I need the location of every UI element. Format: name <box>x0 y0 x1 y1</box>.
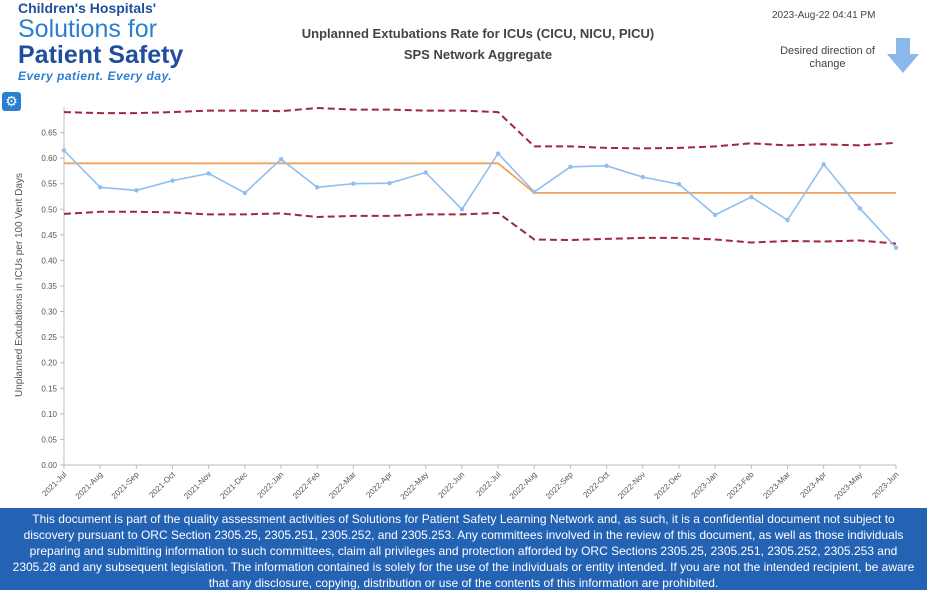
series-center-line <box>64 162 896 194</box>
data-point <box>97 185 103 190</box>
data-point <box>170 178 175 183</box>
data-point <box>821 162 826 167</box>
data-point <box>315 185 320 190</box>
x-tick-label: 2021-Jul <box>40 470 68 498</box>
x-tick-label: 2022-Feb <box>291 470 322 501</box>
x-tick-label: 2022-Jun <box>436 470 466 500</box>
x-tick-label: 2022-Mar <box>327 470 358 501</box>
confidentiality-disclaimer: This document is part of the quality ass… <box>0 508 927 590</box>
chart-title: Unplanned Extubations Rate for ICUs (CIC… <box>301 26 655 41</box>
y-tick-label: 0.45 <box>41 231 57 240</box>
data-point <box>242 190 248 196</box>
y-tick-label: 0.20 <box>41 359 57 368</box>
x-tick-label: 2021-Dec <box>218 470 249 501</box>
x-tick-label: 2022-Jan <box>256 470 286 500</box>
y-tick-label: 0.00 <box>41 461 57 470</box>
series-lower-control-limit <box>63 210 897 245</box>
logo-tagline: Every patient. Every day. <box>18 69 173 83</box>
x-tick-label: 2023-Apr <box>798 470 828 500</box>
x-tick-label: 2023-Mar <box>761 470 792 501</box>
x-tick-label: 2022-Nov <box>616 470 647 501</box>
x-tick-label: 2023-Feb <box>725 470 756 501</box>
y-axis-label: Unplanned Extubations in ICUs per 100 Ve… <box>14 173 25 397</box>
data-point <box>604 163 609 169</box>
desired-direction-label: Desired direction of change <box>780 45 875 70</box>
x-tick-label: 2023-Jun <box>870 470 900 500</box>
x-tick-label: 2022-Oct <box>581 470 611 500</box>
y-tick-label: 0.05 <box>41 435 57 444</box>
x-tick-label: 2021-Oct <box>147 470 177 500</box>
y-tick-label: 0.15 <box>41 384 57 393</box>
y-tick-label: 0.25 <box>41 333 57 342</box>
chart-subtitle: SPS Network Aggregate <box>403 47 553 62</box>
y-tick-label: 0.50 <box>41 205 57 214</box>
data-point <box>712 212 718 218</box>
arrow-down-icon <box>887 38 919 73</box>
data-point <box>206 171 211 176</box>
y-tick-label: 0.65 <box>41 129 57 138</box>
data-point <box>532 189 537 195</box>
data-point <box>568 164 573 170</box>
series-rate <box>63 149 897 249</box>
axes: 0.00 0.05 0.10 0.15 0.20 0.25 0.30 0.35 0.40 0.45… <box>40 107 900 502</box>
data-point <box>640 174 645 180</box>
data-point <box>785 217 790 223</box>
y-tick-label: 0.30 <box>41 308 57 317</box>
series-upper-control-limit <box>63 106 897 150</box>
y-tick-label: 0.10 <box>41 410 57 419</box>
y-tick-label: 0.60 <box>41 154 57 163</box>
data-point <box>749 194 754 200</box>
logo-line-1: Children's Hospitals' <box>18 0 157 16</box>
data-point <box>61 148 67 153</box>
y-tick-label: 0.35 <box>41 282 57 291</box>
x-tick-label: 2021-Aug <box>74 470 105 501</box>
x-tick-label: 2022-Jul <box>474 470 502 498</box>
chart: 0.00 0.05 0.10 0.15 0.20 0.25 0.30 0.35 0.40 0.45… <box>14 106 900 502</box>
x-tick-label: 2022-Dec <box>652 470 683 501</box>
data-point <box>423 170 428 175</box>
data-point <box>676 182 682 187</box>
logo-line-2: Solutions for <box>18 15 157 43</box>
marks <box>61 106 899 250</box>
data-point <box>459 207 465 212</box>
logo-line-3: Patient Safety <box>18 41 184 69</box>
y-tick-label: 0.40 <box>41 256 57 265</box>
data-point <box>351 181 356 186</box>
data-point <box>495 151 501 156</box>
data-point <box>387 181 392 186</box>
logo: Children's Hospitals' Solutions for Pati… <box>18 0 188 83</box>
data-point <box>857 206 863 211</box>
x-tick-label: 2022-Aug <box>508 470 539 501</box>
timestamp: 2023-Aug-22 04:41 PM <box>772 10 876 21</box>
gear-icon[interactable]: ⚙ <box>2 92 21 111</box>
x-tick-label: 2021-Sep <box>110 470 141 501</box>
x-tick-label: 2022-May <box>399 470 431 502</box>
x-tick-label: 2022-Apr <box>364 470 394 500</box>
x-tick-label: 2022-Sep <box>544 470 575 501</box>
data-point <box>278 156 284 162</box>
data-point <box>893 245 899 250</box>
x-tick-label: 2023-May <box>833 470 865 502</box>
data-point <box>134 188 139 193</box>
x-tick-label: 2021-Nov <box>182 470 213 501</box>
y-tick-label: 0.55 <box>41 180 57 189</box>
x-tick-label: 2023-Jan <box>690 470 720 500</box>
